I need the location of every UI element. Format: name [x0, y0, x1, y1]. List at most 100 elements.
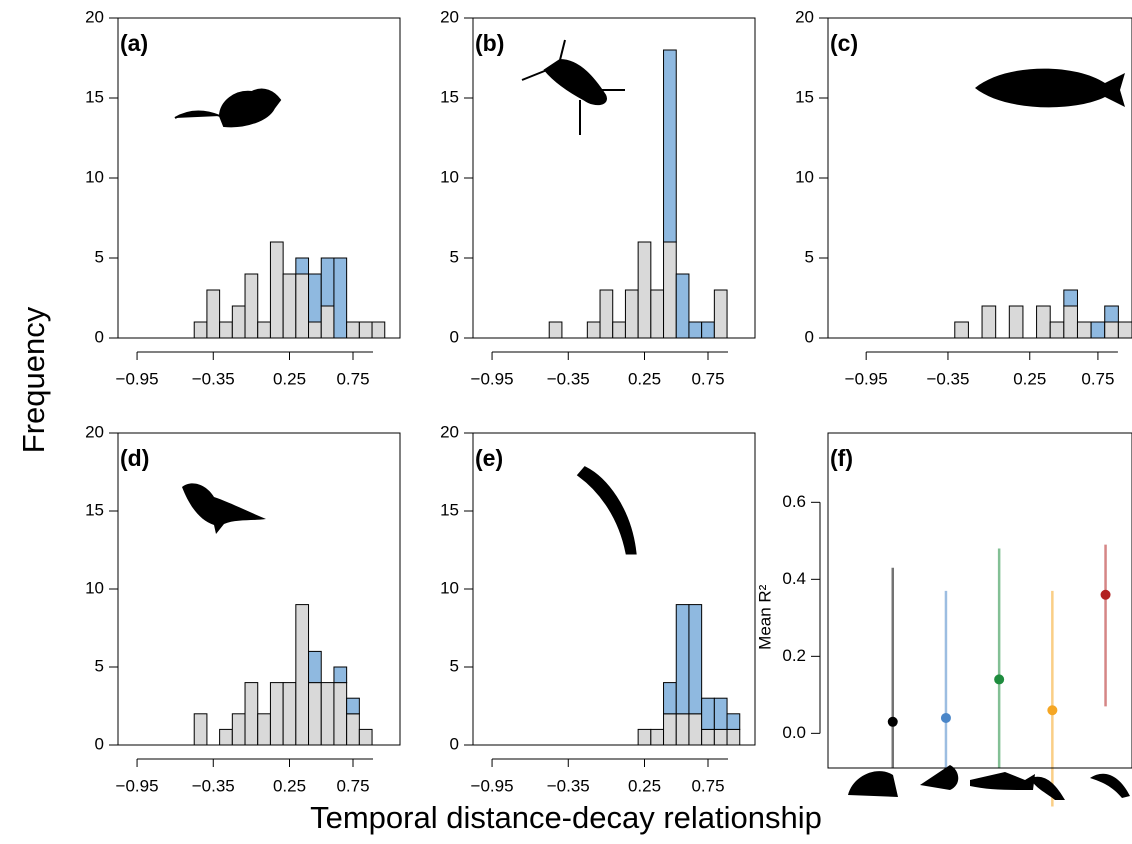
bar [282, 273, 297, 339]
bar [688, 604, 703, 715]
bar [701, 728, 715, 746]
larva-icon [576, 466, 637, 555]
panel-label: (c) [830, 30, 858, 56]
bar [612, 321, 626, 339]
y-tick-label: 0 [95, 734, 104, 753]
x-tick-label: −0.35 [547, 776, 590, 795]
panel-label: (d) [120, 445, 149, 471]
y-tick-label: 10 [795, 167, 814, 186]
bar [1104, 321, 1119, 339]
point [1047, 705, 1058, 716]
point [1100, 589, 1111, 600]
bar [663, 713, 677, 746]
x-tick-label: −0.95 [116, 369, 159, 388]
y-tick-label: 10 [440, 167, 459, 186]
bar [726, 728, 741, 746]
bar [346, 321, 360, 339]
y-tick-label: 0.0 [782, 723, 806, 742]
y-tick-label: 20 [795, 7, 814, 26]
x-tick-label: 0.75 [691, 369, 724, 388]
y-axis-title: Mean R² [755, 584, 774, 650]
bar [244, 682, 259, 746]
bar [333, 682, 348, 746]
plot-frame [827, 17, 1132, 339]
bar [295, 273, 310, 339]
taxa-icons [848, 765, 1130, 800]
bar [599, 289, 614, 339]
bar [295, 604, 310, 746]
bar [358, 321, 373, 339]
bar [308, 273, 322, 323]
x-tick-label: 0.75 [1081, 369, 1114, 388]
bar [637, 728, 652, 746]
y-tick-label: 0 [450, 734, 459, 753]
bar [346, 713, 360, 746]
bar [981, 305, 997, 339]
y-tick-label: 10 [440, 578, 459, 597]
bar [1104, 305, 1119, 323]
x-tick-label: 0.75 [691, 776, 724, 795]
y-tick-label: 5 [805, 247, 814, 266]
bar [346, 697, 360, 715]
bar [1076, 321, 1092, 339]
y-tick-label: 0 [450, 327, 459, 346]
y-tick-label: 5 [450, 656, 459, 675]
bar [954, 321, 969, 339]
panel-label: (e) [475, 445, 503, 471]
x-tick-label: −0.35 [192, 776, 235, 795]
x-tick-label: 0.25 [628, 369, 661, 388]
plot-frame [827, 432, 1132, 769]
x-tick-label: 0.25 [1013, 369, 1046, 388]
x-axis-title: Temporal distance-decay relationship [310, 800, 822, 835]
x-tick-label: −0.35 [192, 369, 235, 388]
x-tick-label: −0.95 [471, 369, 514, 388]
y-tick-label: 10 [85, 167, 104, 186]
beetle-icon [521, 39, 625, 135]
panel-label: (b) [475, 30, 504, 56]
y-tick-label: 20 [440, 422, 459, 441]
bar [663, 241, 677, 339]
bar [320, 682, 335, 746]
bar [713, 289, 728, 339]
y-tick-label: 5 [95, 247, 104, 266]
x-tick-label: 0.25 [273, 369, 306, 388]
y-tick-label: 0.6 [782, 492, 806, 511]
bar [688, 321, 703, 339]
point [940, 712, 951, 723]
bar [320, 257, 335, 307]
bar [219, 728, 233, 746]
y-tick-label: 10 [85, 578, 104, 597]
bar [586, 321, 601, 339]
bar [358, 728, 373, 746]
bar [650, 728, 665, 746]
bar [333, 666, 348, 684]
bar [308, 650, 322, 684]
fish-icon [975, 68, 1125, 108]
bar [320, 305, 335, 339]
silhouettes [174, 39, 1130, 800]
bar [244, 273, 259, 339]
bar [295, 257, 310, 275]
bar [371, 321, 386, 339]
plot-frame [472, 432, 756, 746]
x-tick-label: 0.25 [273, 776, 306, 795]
bar [701, 321, 715, 339]
y-tick-label: 5 [95, 656, 104, 675]
bar [231, 713, 246, 746]
x-tick-label: −0.35 [926, 369, 969, 388]
bar [193, 321, 208, 339]
bar [548, 321, 563, 339]
bar [1063, 305, 1078, 339]
bar [675, 604, 690, 715]
y-tick-label: 20 [440, 7, 459, 26]
bar [701, 697, 715, 730]
y-tick-label: 0.2 [782, 646, 806, 665]
y-tick-label: 15 [85, 500, 104, 519]
bar [675, 273, 690, 339]
y-tick-label: 15 [440, 87, 459, 106]
bar [1036, 305, 1051, 339]
bar [713, 728, 728, 746]
bar [637, 241, 652, 339]
bar [257, 321, 271, 339]
